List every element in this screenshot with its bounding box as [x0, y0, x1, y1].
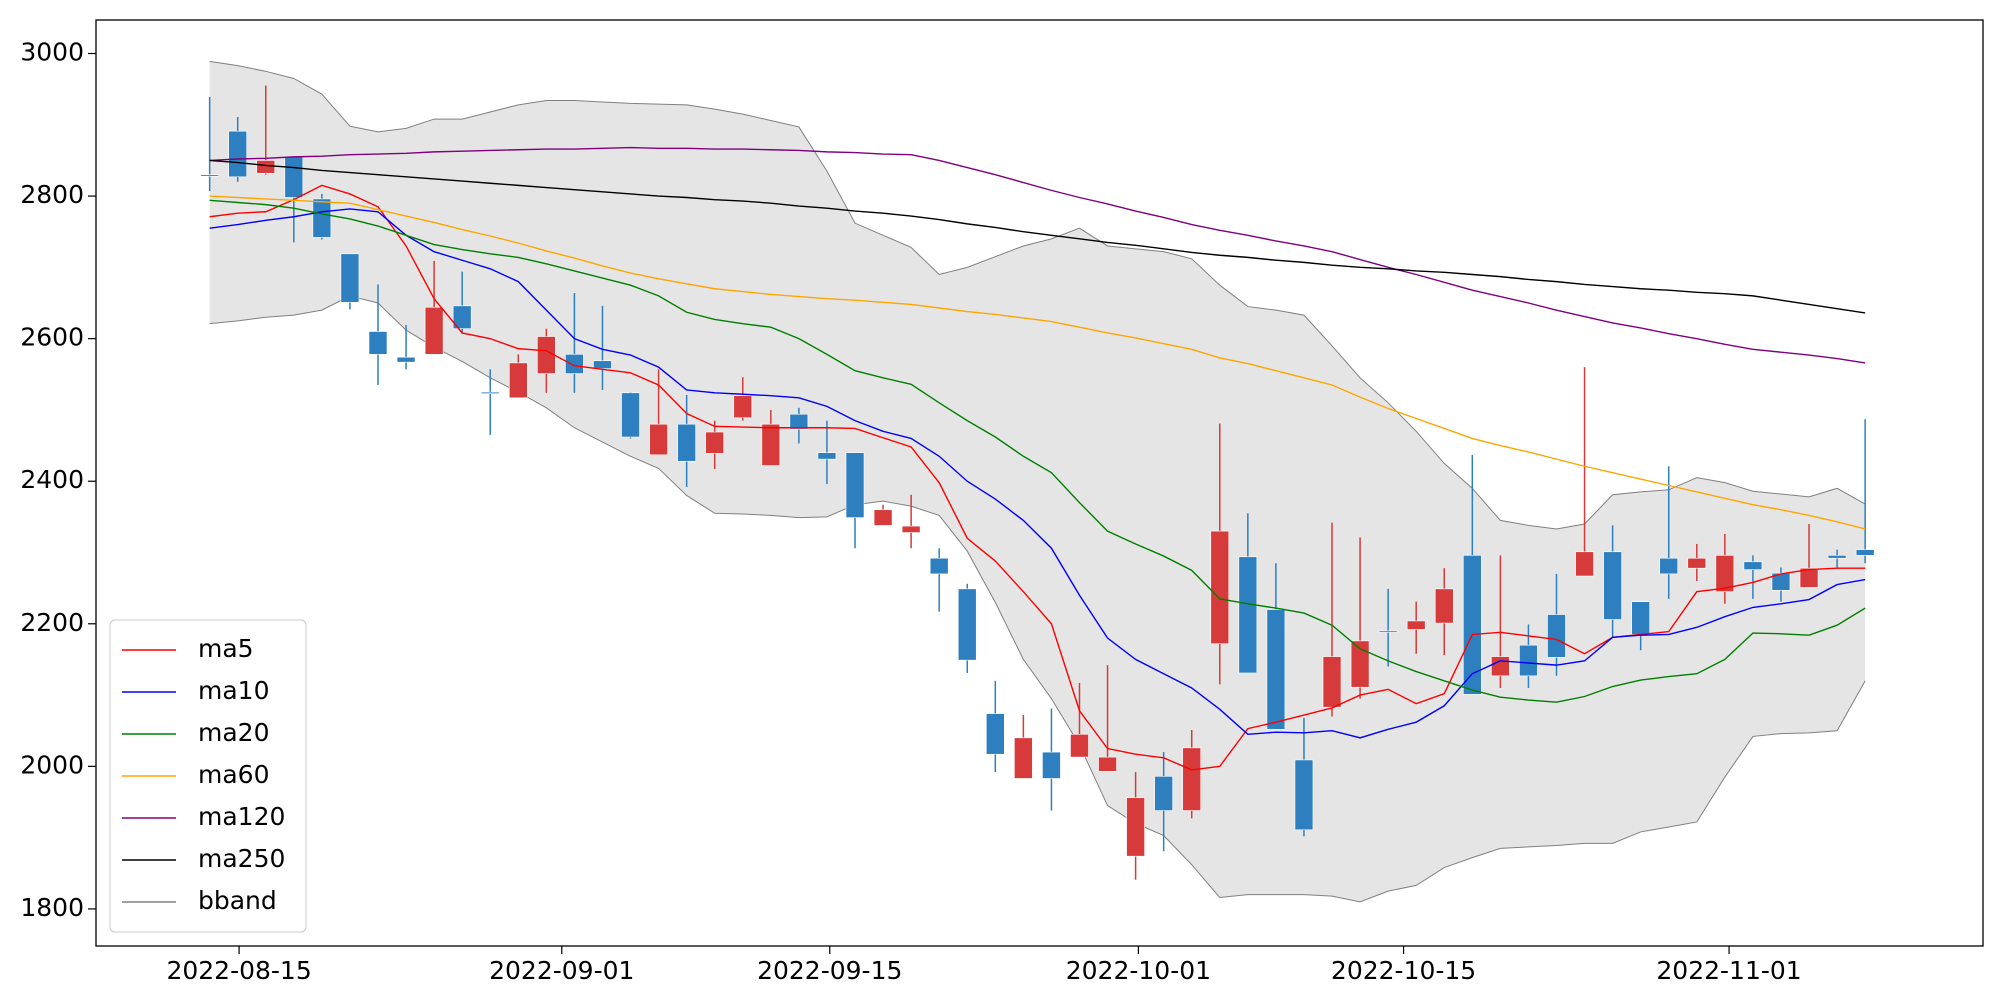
candle-body — [1294, 759, 1314, 831]
candle-body — [1042, 751, 1061, 779]
candle-body — [1463, 555, 1482, 695]
candle-body — [1715, 555, 1735, 593]
candle-body — [1266, 609, 1286, 730]
candle-body — [256, 160, 276, 174]
legend-label: bband — [198, 886, 277, 915]
candle-body — [873, 509, 893, 526]
candle-body — [452, 305, 472, 329]
candle-body — [1827, 555, 1847, 559]
y-tick-label: 3000 — [20, 38, 84, 67]
legend-label: ma20 — [198, 718, 269, 747]
band-lower — [209, 295, 1866, 903]
candle-body — [368, 331, 388, 355]
legend-label: ma5 — [198, 634, 254, 663]
candle-body — [340, 253, 360, 303]
candle-body — [705, 431, 725, 454]
candle-body — [1547, 614, 1566, 658]
y-tick-label: 1800 — [20, 893, 84, 922]
legend-label: ma60 — [198, 760, 269, 789]
candle-body — [649, 423, 668, 456]
legend-label: ma250 — [198, 844, 285, 873]
candle-body — [1519, 644, 1538, 677]
candle-body — [480, 391, 500, 394]
x-tick-label: 2022-08-15 — [166, 956, 311, 985]
candle-body — [1322, 656, 1342, 708]
candle-body — [1603, 551, 1622, 620]
band-upper — [209, 60, 1866, 530]
ma-line — [209, 195, 1866, 530]
candle-body — [986, 713, 1005, 755]
ma-line — [209, 208, 1866, 739]
candle-body — [200, 174, 219, 177]
x-tick-label: 2022-10-15 — [1331, 956, 1476, 985]
candle-body — [1491, 656, 1510, 677]
candle-body — [817, 452, 837, 460]
candle-body — [1014, 737, 1033, 779]
candle-body — [1855, 549, 1875, 556]
ma-line — [209, 199, 1866, 703]
ma-line — [209, 159, 1866, 314]
candle-body — [396, 356, 416, 363]
candle-body — [1799, 567, 1819, 588]
candle-body — [1238, 556, 1258, 674]
ma-line — [209, 146, 1866, 364]
x-tick-label: 2022-11-01 — [1656, 956, 1801, 985]
candle-body — [901, 525, 921, 533]
x-tick-label: 2022-10-01 — [1066, 956, 1211, 985]
x-tick-label: 2022-09-15 — [757, 956, 902, 985]
candle-body — [789, 413, 809, 430]
candle-body — [508, 362, 528, 399]
candle-body — [1743, 561, 1763, 570]
candle-body — [621, 392, 640, 438]
candle-body — [733, 395, 753, 419]
candle-body — [1098, 756, 1117, 772]
candle-body — [312, 198, 332, 238]
candle-body — [1378, 630, 1398, 633]
candle-body — [284, 156, 304, 198]
legend-label: ma10 — [198, 676, 269, 705]
candle-body — [1070, 733, 1089, 758]
candle-body — [1687, 557, 1707, 569]
x-tick-label: 2022-09-01 — [489, 956, 634, 985]
y-tick-label: 2400 — [20, 465, 84, 494]
candle-body — [1575, 551, 1594, 577]
candle-body — [1126, 797, 1145, 857]
candle-body — [593, 360, 612, 369]
candle-body — [957, 588, 977, 661]
candle-body — [1434, 588, 1454, 624]
band-area — [209, 61, 1866, 902]
candle-body — [565, 354, 584, 374]
candle-body — [1406, 620, 1426, 630]
candle-body — [1210, 530, 1230, 645]
y-tick-label: 2000 — [20, 750, 84, 779]
candle-body — [761, 423, 781, 466]
candle-body — [929, 557, 949, 575]
y-tick-label: 2600 — [20, 323, 84, 352]
candle-body — [1631, 601, 1650, 635]
legend-box — [109, 619, 307, 933]
candle-body — [537, 336, 556, 374]
ma-line — [209, 184, 1866, 771]
candle-body — [845, 452, 865, 518]
candle-body — [1771, 572, 1791, 591]
candle-body — [1182, 747, 1202, 811]
candle-body — [677, 423, 696, 462]
candle-body — [228, 130, 248, 178]
y-tick-label: 2800 — [20, 180, 84, 209]
candle-body — [1154, 776, 1173, 811]
legend-label: ma120 — [198, 802, 285, 831]
candle-body — [1659, 557, 1679, 575]
y-tick-label: 2200 — [20, 608, 84, 637]
candle-body — [1350, 640, 1370, 688]
plot-frame — [95, 19, 1984, 947]
candle-body — [424, 306, 444, 355]
